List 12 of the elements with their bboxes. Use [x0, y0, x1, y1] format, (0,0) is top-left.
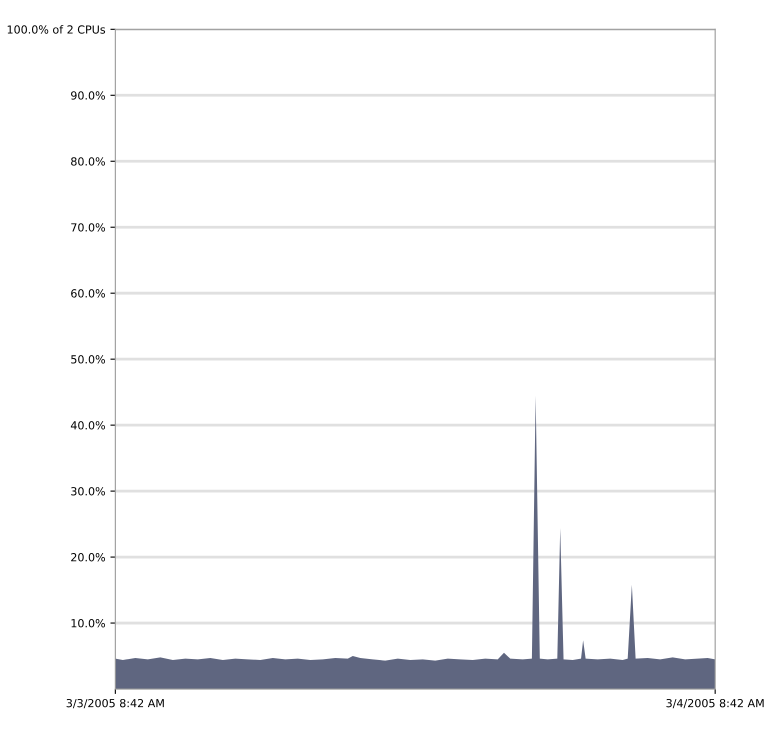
y-tick-label: 40.0% [70, 421, 106, 430]
y-tick-label: 70.0% [71, 223, 106, 232]
y-tick-label: 80.0% [71, 157, 106, 166]
y-tick-label: 100.0% of 2 CPUs [8, 25, 106, 34]
y-tick-label: 20.0% [71, 553, 106, 562]
y-tick-label: 50.0% [71, 355, 106, 364]
y-tick-label: 30.0% [71, 487, 106, 496]
y-tick-label: 10.0% [72, 619, 106, 628]
y-tick-label: 60.0% [71, 289, 106, 298]
x-tick-label: 3/4/2005 8:42 AM [666, 698, 764, 708]
x-tick-label: 3/3/2005 8:42 AM [66, 698, 164, 708]
y-tick-label: 90.0% [71, 91, 106, 100]
